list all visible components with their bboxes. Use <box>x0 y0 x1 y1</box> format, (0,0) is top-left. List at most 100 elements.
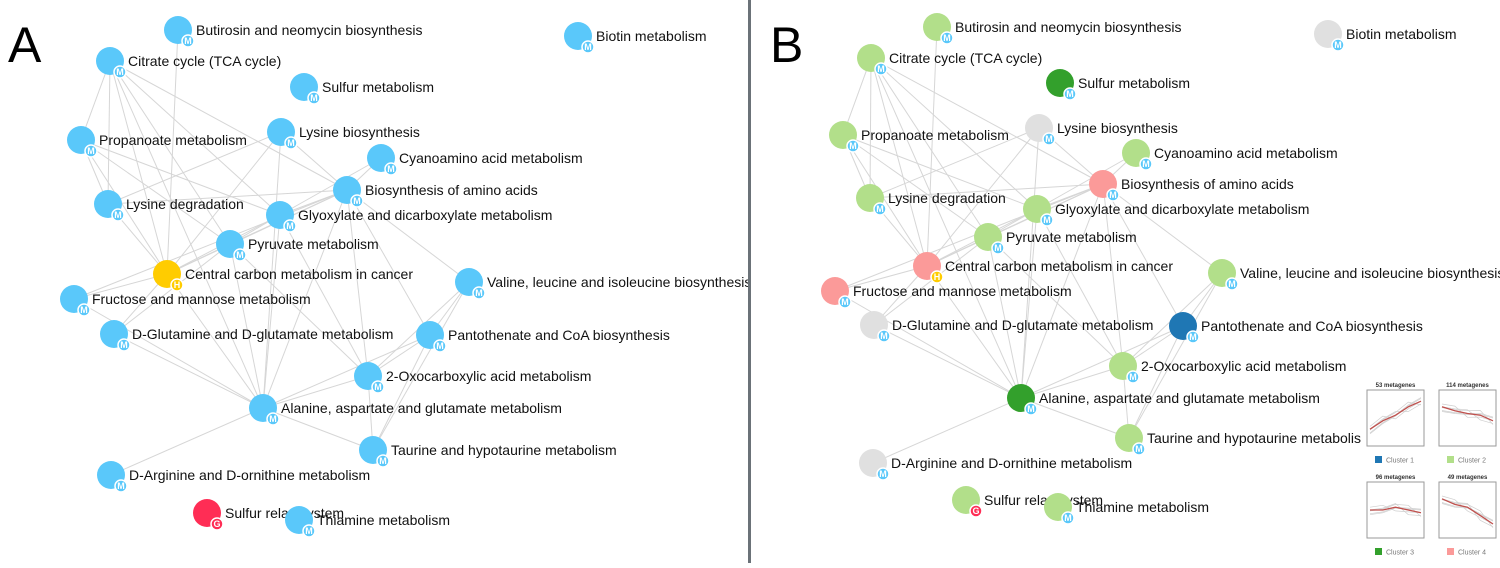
b-node-darg[interactable]: M D-Arginine and D-ornithine metabolism <box>859 449 1132 481</box>
b-node-central[interactable]: H Central carbon metabolism in cancer <box>913 252 1173 284</box>
type-m-badge-icon <box>181 34 195 48</box>
a-node-bioaa[interactable]: M Biosynthesis of amino acids <box>333 176 538 208</box>
a-node-lysdeg[interactable]: M Lysine degradation <box>94 190 244 222</box>
type-badge-letter: M <box>305 526 313 536</box>
type-m-badge-icon <box>1126 370 1140 384</box>
a-node-tca[interactable]: M Citrate cycle (TCA cycle) <box>96 47 281 79</box>
b-edge-lysbio-lysdeg <box>869 127 1040 199</box>
a-node-darg[interactable]: M D-Arginine and D-ornithine metabolism <box>97 461 370 493</box>
b-node-biotin[interactable]: M Biotin metabolism <box>1314 20 1457 52</box>
a-edge-propanoate-glyox <box>80 139 281 216</box>
b-node-label: Propanoate metabolism <box>861 127 1009 143</box>
b-node-butirosin[interactable]: M Butirosin and neomycin biosynthesis <box>923 13 1181 45</box>
b-node-valine[interactable]: M Valine, leucine and isoleucine biosynth… <box>1208 259 1500 291</box>
type-h-badge-icon <box>930 270 944 284</box>
a-node-valine[interactable]: M Valine, leucine and isoleucine biosynth… <box>455 268 751 300</box>
a-node-taurine[interactable]: M Taurine and hypotaurine metabolism <box>359 436 617 468</box>
b-node-sulfrelay[interactable]: G Sulfur relay system <box>952 486 1103 518</box>
a-node-pyruvate[interactable]: M Pyruvate metabolism <box>216 230 379 262</box>
b-node-lysdeg[interactable]: M Lysine degradation <box>856 184 1006 216</box>
type-m-badge-icon <box>117 338 131 352</box>
a-edge-oxo-alanine <box>262 375 369 409</box>
b-node-cyano[interactable]: M Cyanoamino acid metabolism <box>1122 139 1338 171</box>
type-badge-letter: M <box>117 481 125 491</box>
a-edge-panto-alanine <box>262 334 431 409</box>
a-edge-tca-bioaa <box>109 60 348 191</box>
b-node-oxo[interactable]: M 2-Oxocarboxylic acid metabolism <box>1109 352 1346 384</box>
b-node-label: Lysine biosynthesis <box>1057 120 1178 136</box>
a-edge-glyox-oxo <box>279 214 369 377</box>
type-badge-letter: G <box>213 519 220 529</box>
b-node-taurine[interactable]: M Taurine and hypotaurine metabolism <box>1115 424 1373 456</box>
b-node-dglut[interactable]: M D-Glutamine and D-glutamate metabolism <box>860 311 1153 343</box>
b-node-bioaa[interactable]: M Biosynthesis of amino acids <box>1089 170 1294 202</box>
a-edge-lysbio-alanine <box>262 131 282 409</box>
b-node-fructose[interactable]: M Fructose and mannose metabolism <box>821 277 1072 309</box>
type-badge-letter: M <box>1228 279 1236 289</box>
a-edge-tca-lysdeg <box>107 60 111 205</box>
type-badge-letter: M <box>353 196 361 206</box>
a-node-lysbio[interactable]: M Lysine biosynthesis <box>267 118 420 150</box>
a-node-label: Citrate cycle (TCA cycle) <box>128 53 281 69</box>
a-node-fructose[interactable]: M Fructose and mannose metabolism <box>60 285 311 317</box>
type-badge-letter: M <box>584 42 592 52</box>
cluster-profile-trajectory <box>1369 403 1422 430</box>
b-node-pyruvate[interactable]: M Pyruvate metabolism <box>974 223 1137 255</box>
a-node-biotin[interactable]: M Biotin metabolism <box>564 22 707 54</box>
b-node-lysbio[interactable]: M Lysine biosynthesis <box>1025 114 1178 146</box>
b-edge-bioaa-panto <box>1102 183 1184 327</box>
b-node-label: Taurine and hypotaurine metabolism <box>1147 430 1373 446</box>
b-node-label: Butirosin and neomycin biosynthesis <box>955 19 1181 35</box>
type-m-badge-icon <box>371 380 385 394</box>
a-node-label: Valine, leucine and isoleucine biosynthe… <box>487 274 751 290</box>
type-m-badge-icon <box>307 91 321 105</box>
type-badge-letter: M <box>943 33 951 43</box>
a-edge-tca-glyox <box>109 60 281 216</box>
b-node-sulfur[interactable]: M Sulfur metabolism <box>1046 69 1190 101</box>
panel-a: M Butirosin and neomycin biosynthesis M Bio… <box>8 16 751 538</box>
b-edge-oxo-alanine <box>1020 365 1124 399</box>
a-node-propanoate[interactable]: M Propanoate metabolism <box>67 126 247 158</box>
type-badge-letter: M <box>994 243 1002 253</box>
a-node-dglut[interactable]: M D-Glutamine and D-glutamate metabolism <box>100 320 393 352</box>
a-node-butirosin[interactable]: M Butirosin and neomycin biosynthesis <box>164 16 422 48</box>
a-node-panto[interactable]: M Pantothenate and CoA biosynthesis <box>416 321 670 353</box>
b-node-glyox[interactable]: M Glyoxylate and dicarboxylate metabolism <box>1023 195 1309 227</box>
a-edge-bioaa-alanine <box>262 189 348 409</box>
a-node-thiamine[interactable]: M Thiamine metabolism <box>285 506 450 538</box>
cluster-legend-swatch <box>1375 548 1382 555</box>
type-m-badge-icon <box>284 136 298 150</box>
type-m-badge-icon <box>1132 442 1146 456</box>
b-edge-bioaa-valine <box>1102 183 1223 274</box>
b-node-label: D-Glutamine and D-glutamate metabolism <box>892 317 1153 333</box>
a-node-glyox[interactable]: M Glyoxylate and dicarboxylate metabolism <box>266 201 552 233</box>
b-edge-pyruvate-alanine <box>987 236 1022 399</box>
cluster-profile-4: 49 metagenes Cluster 4 <box>1433 470 1500 560</box>
type-m-badge-icon <box>581 40 595 54</box>
b-node-label: Cyanoamino acid metabolism <box>1154 145 1338 161</box>
type-badge-letter: H <box>934 272 941 282</box>
a-edge-fructose-alanine <box>73 298 264 409</box>
type-badge-letter: M <box>286 221 294 231</box>
a-node-oxo[interactable]: M 2-Oxocarboxylic acid metabolism <box>354 362 591 394</box>
a-node-sulfrelay[interactable]: G Sulfur relay system <box>193 499 344 531</box>
type-m-badge-icon <box>1040 213 1054 227</box>
b-node-thiamine[interactable]: M Thiamine metabolism <box>1044 493 1209 525</box>
b-node-tca[interactable]: M Citrate cycle (TCA cycle) <box>857 44 1042 76</box>
cluster-profile-1: 53 metagenes Cluster 1 <box>1361 378 1430 468</box>
cluster-profile-trajectory <box>1369 503 1422 516</box>
b-edge-lysbio-alanine <box>1020 127 1040 399</box>
a-node-alanine[interactable]: M Alanine, aspartate and glutamate metabo… <box>249 394 562 426</box>
b-edge-glyox-alanine <box>1020 208 1038 399</box>
b-node-panto[interactable]: M Pantothenate and CoA biosynthesis <box>1169 312 1423 344</box>
b-node-label: Sulfur metabolism <box>1078 75 1190 91</box>
type-badge-letter: M <box>1142 159 1150 169</box>
a-node-sulfur[interactable]: M Sulfur metabolism <box>290 73 434 105</box>
b-node-alanine[interactable]: M Alanine, aspartate and glutamate metabo… <box>1007 384 1320 416</box>
a-node-central[interactable]: H Central carbon metabolism in cancer <box>153 260 413 292</box>
b-node-propanoate[interactable]: M Propanoate metabolism <box>829 121 1009 153</box>
a-node-cyano[interactable]: M Cyanoamino acid metabolism <box>367 144 583 176</box>
cluster-legend-label: Cluster 1 <box>1386 458 1414 465</box>
b-edge-bioaa-lysdeg <box>869 183 1104 199</box>
cluster-legend-swatch <box>1447 548 1454 555</box>
